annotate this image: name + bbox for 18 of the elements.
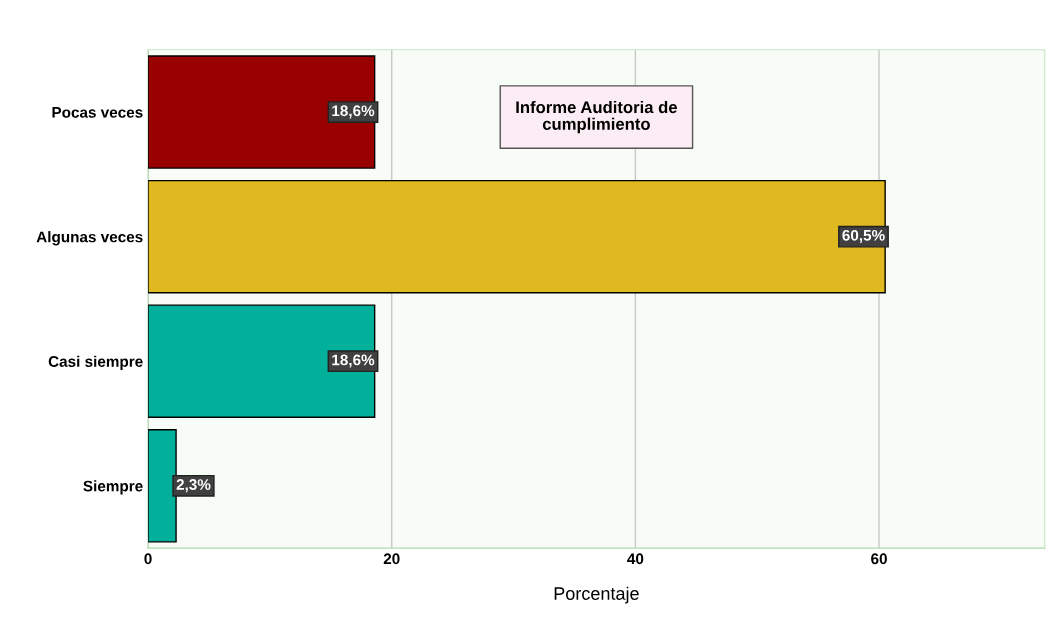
- data-label: 18,6%: [332, 354, 375, 368]
- data-label: 18,6%: [332, 105, 375, 119]
- y-tick-label: Algunas veces: [36, 231, 143, 246]
- data-label: 2,3%: [176, 479, 211, 493]
- x-tick-label: 60: [871, 553, 887, 565]
- bar: [148, 55, 376, 169]
- x-tick-label: 20: [383, 553, 400, 565]
- bar: [148, 304, 376, 418]
- x-axis-title: Porcentaje: [554, 586, 639, 604]
- bar: [148, 429, 177, 543]
- y-tick-label: Casi siempre: [48, 355, 143, 370]
- x-tick-label: 0: [144, 553, 152, 565]
- y-tick-label: Siempre: [83, 480, 143, 495]
- y-tick-label: Pocas veces: [52, 107, 143, 118]
- data-label: 60,5%: [842, 229, 885, 243]
- x-tick-label: 40: [627, 553, 644, 565]
- bar: [148, 179, 886, 294]
- text: Informe Auditoria de cumplimiento: [516, 100, 678, 134]
